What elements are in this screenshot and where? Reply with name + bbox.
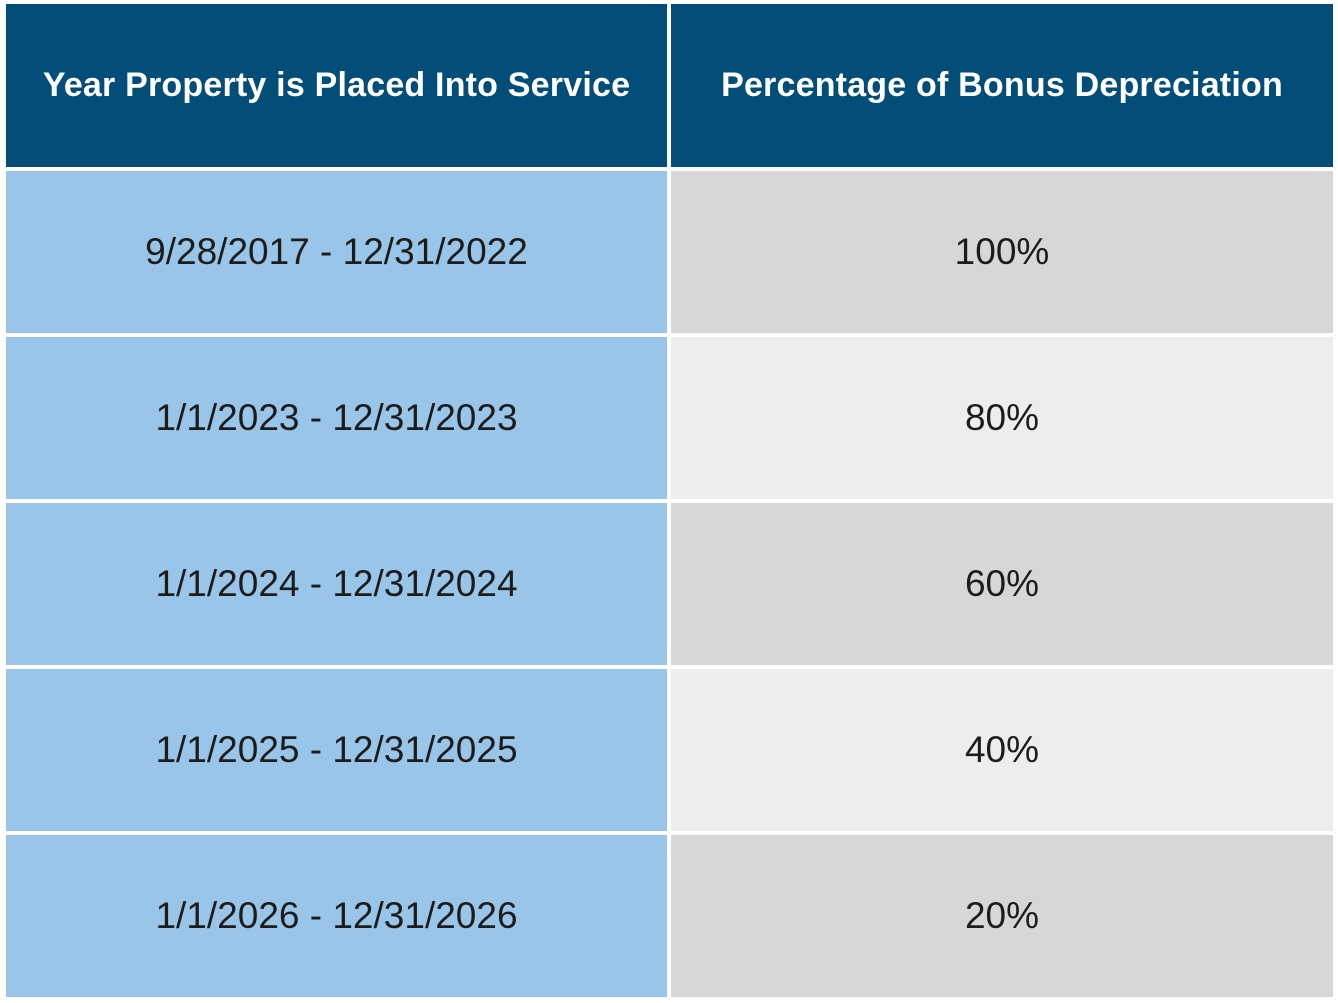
percentage-cell: 80% [671, 337, 1333, 499]
percentage-cell: 60% [671, 503, 1333, 665]
period-cell: 1/1/2025 - 12/31/2025 [6, 669, 667, 831]
period-cell: 1/1/2024 - 12/31/2024 [6, 503, 667, 665]
header-bonus-depreciation-percentage: Percentage of Bonus Depreciation [671, 4, 1333, 167]
period-cell: 9/28/2017 - 12/31/2022 [6, 171, 667, 333]
percentage-cell: 100% [671, 171, 1333, 333]
period-cell: 1/1/2023 - 12/31/2023 [6, 337, 667, 499]
percentage-cell: 40% [671, 669, 1333, 831]
period-cell: 1/1/2026 - 12/31/2026 [6, 835, 667, 997]
percentage-cell: 20% [671, 835, 1333, 997]
bonus-depreciation-table: Year Property is Placed Into Service Per… [6, 4, 1333, 997]
header-year-placed-in-service: Year Property is Placed Into Service [6, 4, 667, 167]
